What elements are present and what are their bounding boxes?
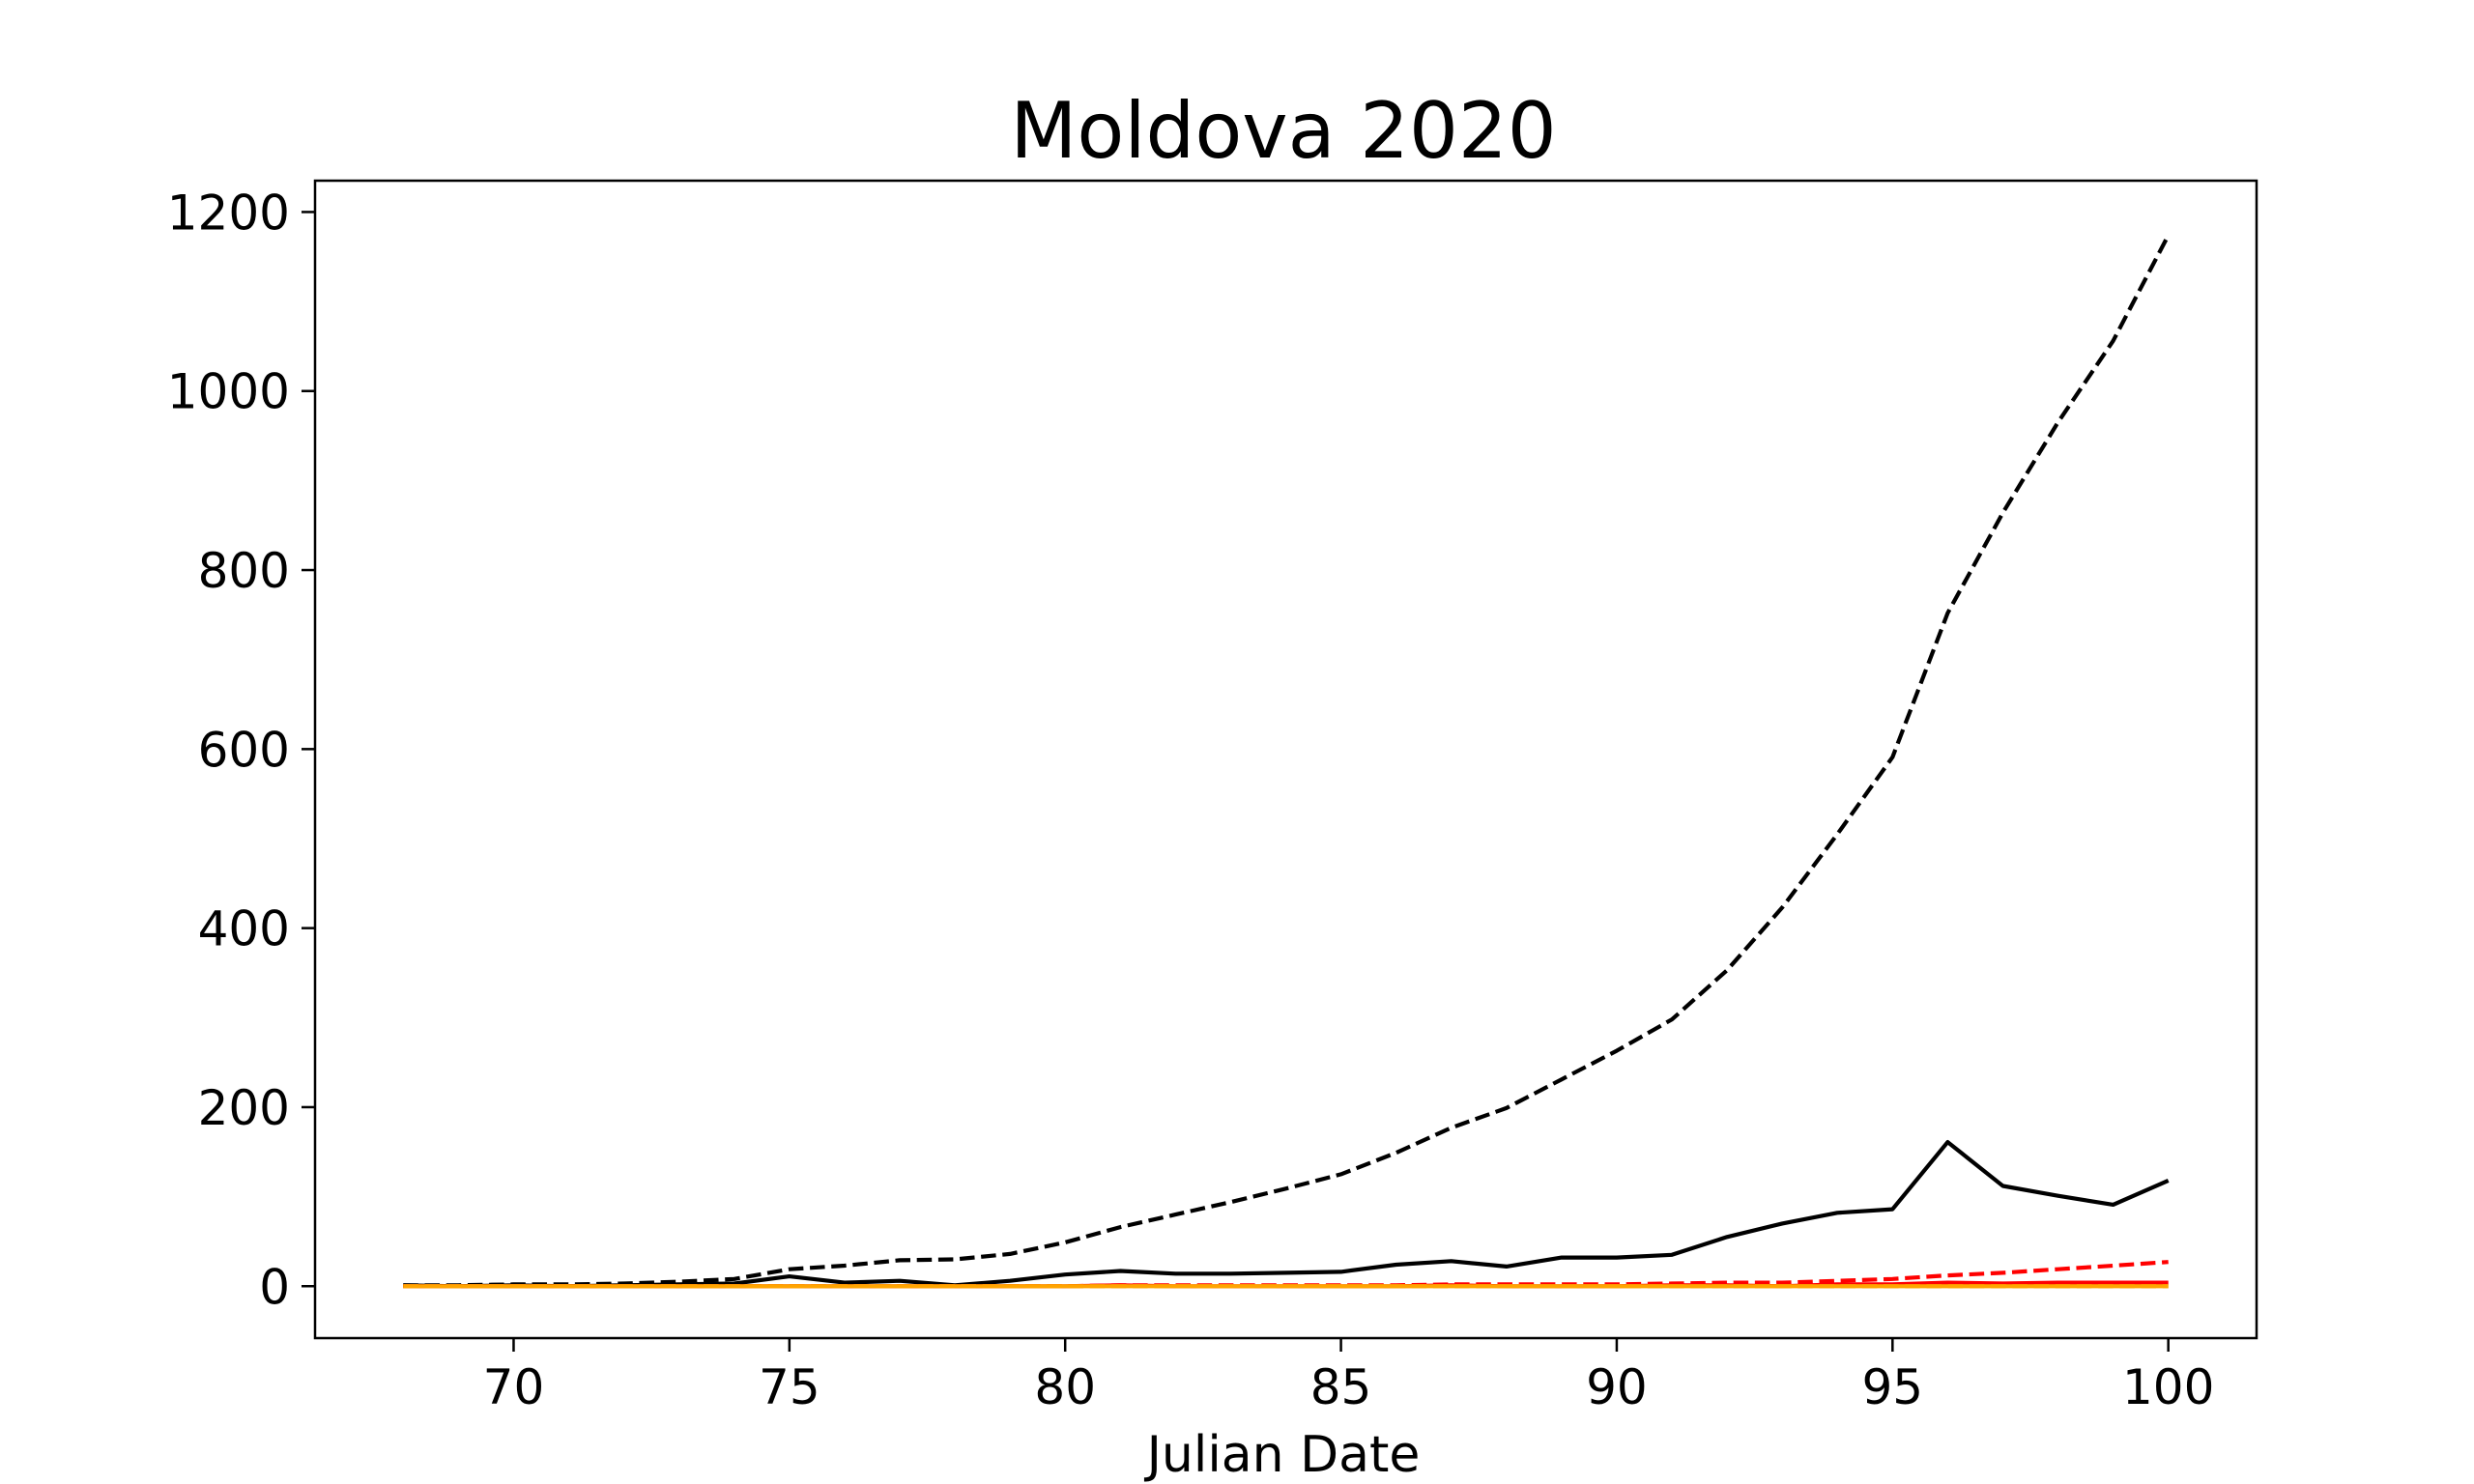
y-tick-label: 800	[198, 543, 290, 599]
series-layer	[403, 234, 2171, 1289]
axes-frame	[313, 179, 2258, 1340]
x-axis-label: Julian Date	[1144, 1426, 1421, 1484]
y-tick-label: 600	[198, 722, 290, 778]
y-tick-label: 1200	[167, 185, 290, 241]
x-tick-label: 75	[759, 1359, 820, 1415]
series-line-2	[403, 1139, 2170, 1289]
x-tick-label: 100	[2122, 1359, 2214, 1415]
x-tick-label: 70	[483, 1359, 545, 1415]
x-axis: 70 75 80 85 90 95 100	[483, 1338, 2214, 1415]
y-axis: 0 200 400 600 800 1000 1200	[167, 185, 315, 1315]
y-tick-label: 400	[198, 901, 290, 957]
plot-area: 70 75 80 85 90 95 100 0 200 400 600 800 1000 1200	[167, 179, 2258, 1415]
series-line-1	[403, 234, 2171, 1288]
y-tick-label: 1000	[167, 364, 290, 420]
chart-title: Moldova 2020	[1010, 86, 1556, 176]
x-tick-label: 80	[1034, 1359, 1096, 1415]
x-tick-label: 95	[1862, 1359, 1924, 1415]
y-tick-label: 0	[259, 1259, 290, 1315]
x-tick-label: 90	[1586, 1359, 1648, 1415]
y-tick-label: 200	[198, 1080, 290, 1136]
x-tick-label: 85	[1310, 1359, 1372, 1415]
